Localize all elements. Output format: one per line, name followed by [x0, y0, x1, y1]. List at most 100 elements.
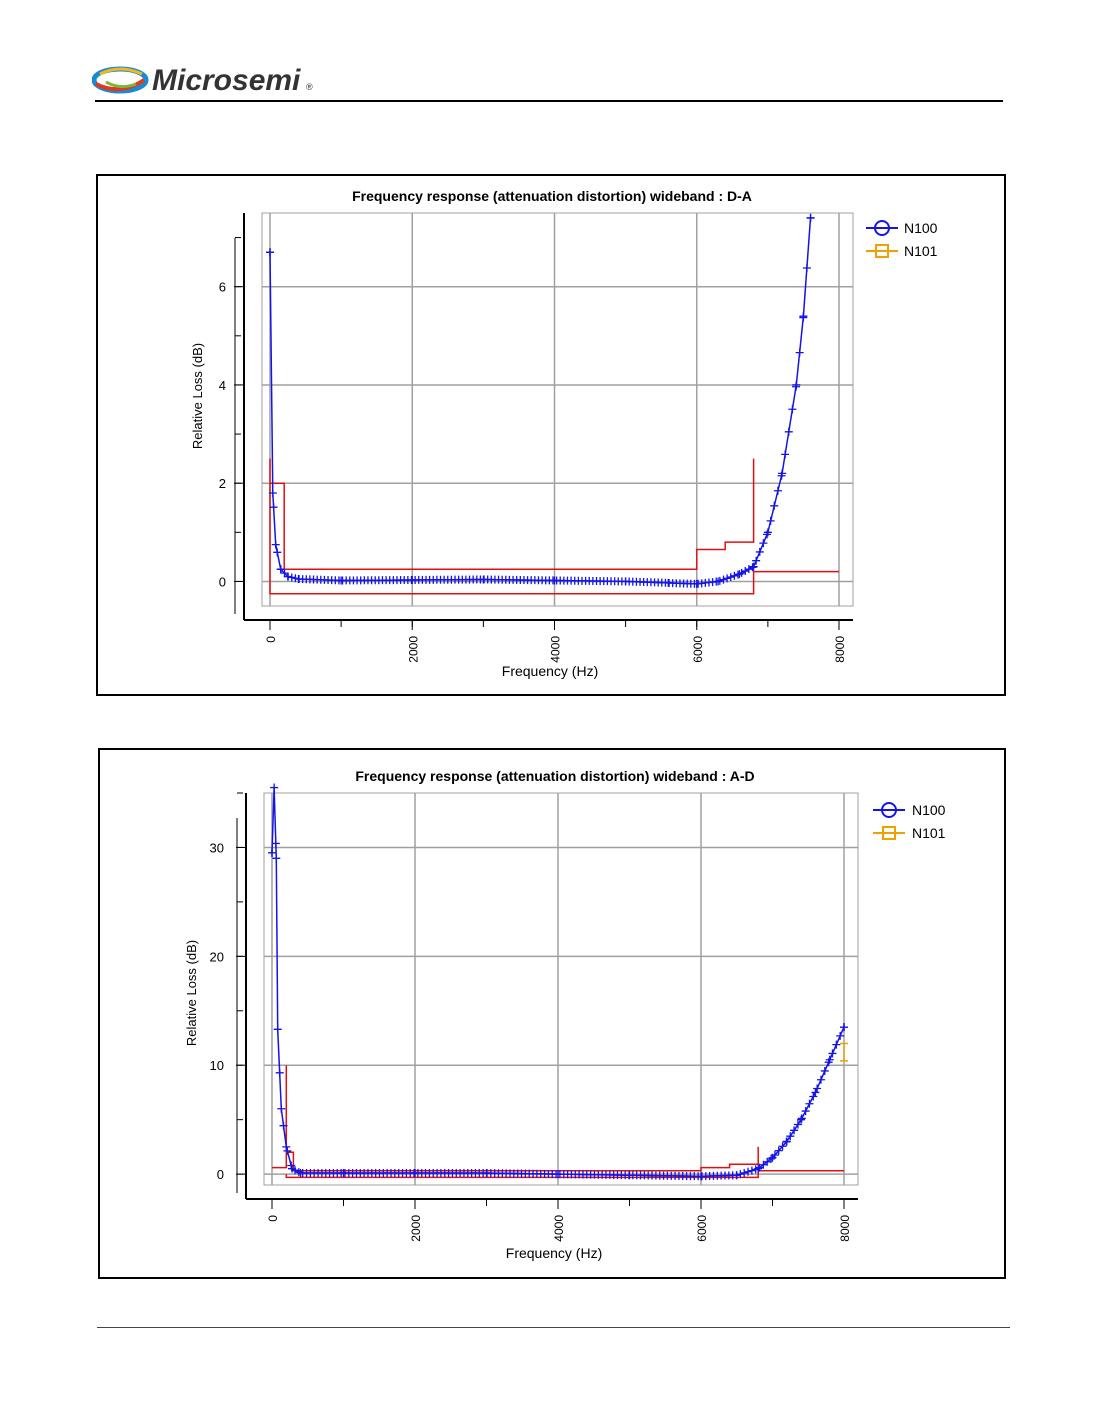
- legend-label-n101: N101: [904, 243, 938, 259]
- data-point: [736, 1170, 745, 1179]
- series-line: [269, 217, 812, 585]
- logo-mark-icon: [92, 66, 149, 94]
- circle-marker-icon: [874, 220, 890, 236]
- data-point: [411, 1169, 419, 1178]
- x-tick-label: 0: [266, 1215, 280, 1222]
- data-point: [744, 565, 753, 574]
- circle-marker-icon: [881, 802, 897, 818]
- data-point: [802, 264, 811, 273]
- legend-item-n100: N100: [873, 802, 946, 818]
- data-point: [795, 348, 804, 357]
- series-n100: [266, 213, 815, 588]
- data-point: [778, 469, 787, 478]
- mask-lower-line: [285, 1170, 844, 1179]
- x-tick-label: 6000: [691, 636, 705, 663]
- chart-d-a: Frequency response (attenuation distorti…: [190, 188, 938, 679]
- chart-frame-a-d: Frequency response (attenuation distorti…: [98, 748, 1006, 1279]
- data-point: [763, 528, 772, 537]
- x-axis-label: Frequency (Hz): [506, 1245, 602, 1261]
- x-tick-label: 6000: [695, 1215, 709, 1242]
- data-point: [759, 539, 768, 548]
- square-marker-icon: [882, 826, 896, 840]
- data-point: [801, 1107, 810, 1116]
- y-tick-label: 30: [210, 840, 224, 855]
- data-point: [719, 575, 728, 584]
- data-point: [778, 1142, 787, 1151]
- data-point: [784, 427, 793, 436]
- legend-label-n100: N100: [912, 802, 946, 818]
- axes: 0 10 20 30 0 2000 4000 6000 8000: [210, 792, 858, 1242]
- data-point: [266, 248, 274, 257]
- data-point: [269, 503, 278, 512]
- data-point: [781, 450, 790, 459]
- y-tick-label: 4: [219, 378, 226, 393]
- data-point: [747, 1166, 756, 1175]
- header-rule: [95, 100, 1003, 102]
- data-point: [271, 540, 280, 549]
- data-point: [288, 1164, 297, 1173]
- data-point: [744, 1167, 753, 1176]
- x-tick-label: 0: [264, 636, 278, 643]
- data-point: [697, 1172, 705, 1181]
- data-point: [770, 501, 779, 510]
- y-tick-label: 0: [219, 574, 226, 589]
- data-point: [730, 571, 739, 580]
- brand-name: Microsemi: [152, 64, 301, 97]
- registered-mark: ®: [306, 82, 313, 92]
- x-axis-label: Frequency (Hz): [502, 663, 598, 679]
- data-point: [337, 576, 346, 585]
- legend-label-n101: N101: [912, 825, 946, 841]
- data-point: [339, 1169, 348, 1178]
- mask-upper-line: [272, 1065, 759, 1172]
- grid: [263, 792, 859, 1186]
- data-point: [621, 577, 630, 586]
- data-point: [793, 1120, 802, 1129]
- data-point: [832, 1040, 841, 1049]
- data-point: [767, 1154, 776, 1163]
- data-point: [805, 1099, 814, 1108]
- data-point: [296, 1169, 305, 1178]
- chart-a-d: Frequency response (attenuation distorti…: [184, 768, 946, 1261]
- legend-label-n100: N100: [904, 220, 938, 236]
- legend-item-n100: N100: [866, 220, 938, 236]
- data-point: [840, 1023, 848, 1032]
- x-tick-label: 4000: [552, 1215, 566, 1242]
- plot-area: [263, 792, 859, 1186]
- data-point: [792, 380, 801, 389]
- data-point: [664, 578, 673, 587]
- data-point: [554, 1170, 562, 1179]
- data-point: [773, 486, 782, 495]
- data-point: [723, 574, 732, 583]
- square-marker-icon: [875, 244, 889, 258]
- data-point: [820, 1066, 829, 1075]
- plot-area: [261, 212, 854, 607]
- data-point: [799, 312, 808, 321]
- legend: N100 N101: [873, 802, 946, 841]
- data-point: [828, 1049, 837, 1058]
- data-point: [763, 530, 772, 539]
- mask-lower-line: [269, 556, 839, 595]
- chart-title: Frequency response (attenuation distorti…: [355, 768, 754, 784]
- data-point: [786, 1132, 795, 1141]
- chart-title: Frequency response (attenuation distorti…: [352, 188, 752, 204]
- data-point: [277, 1104, 286, 1113]
- data-point: [482, 1169, 491, 1178]
- data-point: [287, 573, 296, 582]
- data-point: [735, 570, 744, 579]
- data-point: [714, 577, 723, 586]
- microsemi-logo: Microsemi ®: [92, 64, 313, 97]
- legend: N100 N101: [866, 220, 938, 259]
- data-point: [788, 405, 797, 414]
- data-point: [282, 1142, 291, 1151]
- data-point: [279, 1121, 288, 1130]
- x-tick-label: 2000: [406, 636, 420, 663]
- data-point: [550, 576, 559, 585]
- data-point: [270, 783, 279, 792]
- data-point: [749, 562, 758, 571]
- data-point: [797, 1115, 806, 1124]
- data-point: [273, 1025, 282, 1034]
- data-point: [479, 575, 488, 584]
- data-point: [755, 547, 764, 556]
- series-n100: [268, 783, 848, 1181]
- data-point: [732, 1171, 741, 1180]
